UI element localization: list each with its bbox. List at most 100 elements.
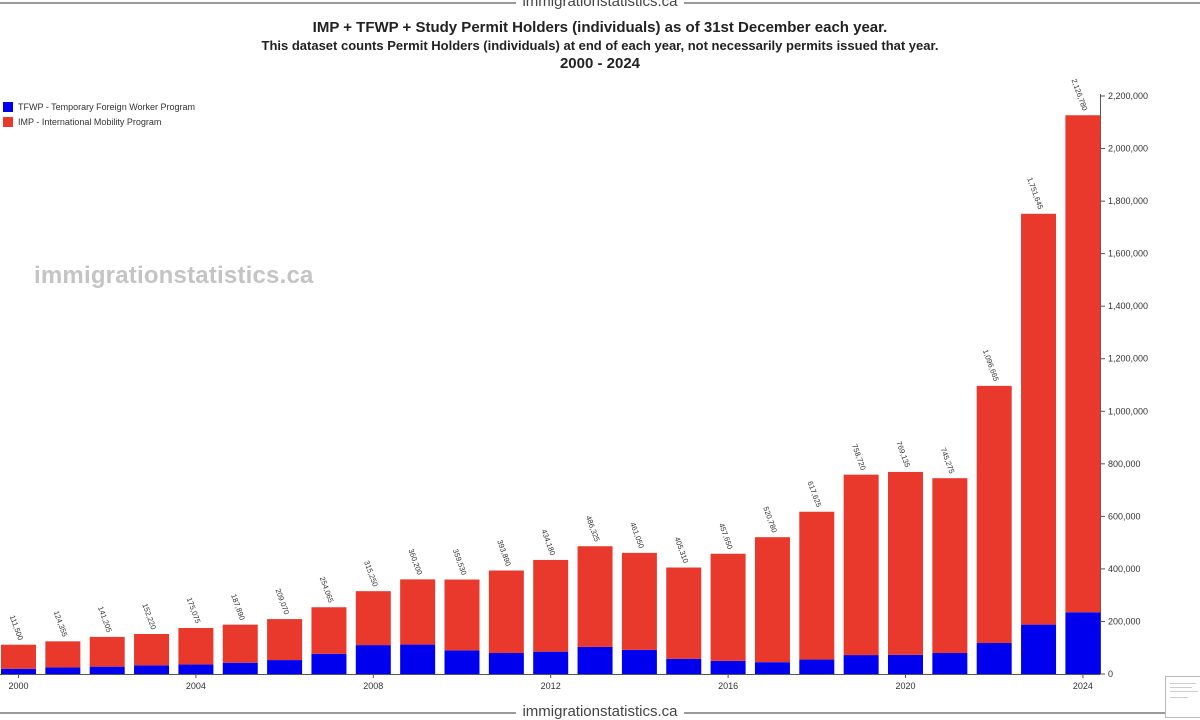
bar-imp [533, 559, 569, 652]
bar-imp [621, 552, 657, 650]
y-tick-label: 1,600,000 [1108, 249, 1148, 259]
bar-total-label: 209,070 [273, 587, 291, 616]
bar-total-label: 187,890 [229, 593, 247, 622]
bar-total-label: 457,650 [717, 522, 735, 551]
bar-total-label: 434,180 [540, 528, 558, 557]
y-tick-label: 2,000,000 [1108, 144, 1148, 154]
bar-imp [843, 474, 879, 656]
bar-imp [754, 537, 790, 663]
bar-imp [134, 634, 170, 666]
x-tick-label: 2020 [895, 681, 915, 691]
bar-tfwp [89, 666, 125, 674]
bar-tfwp [267, 660, 303, 674]
bar-tfwp [577, 646, 613, 674]
x-tick-label: 2004 [186, 681, 206, 691]
bar-imp [1021, 213, 1057, 625]
bar-tfwp [888, 654, 923, 674]
bar-tfwp [976, 642, 1012, 674]
bar-tfwp [178, 664, 214, 674]
legend-label-tfwp: TFWP - Temporary Foreign Worker Program [18, 101, 196, 112]
bar-imp [888, 471, 923, 655]
bar-tfwp [1021, 624, 1057, 674]
site-header: immigrationstatistics.ca [0, 0, 1200, 10]
bar-tfwp [843, 655, 879, 674]
bar-total-label: 2,126,780 [1070, 77, 1090, 111]
bar-imp [1065, 115, 1101, 613]
watermark: immigrationstatistics.ca [34, 262, 314, 289]
bar-tfwp [932, 652, 968, 674]
legend-item-imp: IMP - International Mobility Program [3, 114, 195, 129]
bar-imp [178, 628, 214, 665]
bar-tfwp [754, 662, 790, 674]
y-tick-label: 1,800,000 [1108, 196, 1148, 206]
bar-total-label: 360,200 [406, 547, 424, 576]
site-footer: immigrationstatistics.ca [0, 703, 1200, 720]
bar-imp [577, 546, 613, 647]
x-tick-label: 2000 [8, 681, 28, 691]
bar-total-label: 745,275 [939, 446, 957, 475]
bar-imp [799, 511, 835, 660]
bar-imp [89, 636, 125, 667]
y-tick-label: 1,000,000 [1108, 406, 1148, 416]
bar-tfwp [355, 645, 391, 674]
bar-tfwp [444, 650, 480, 674]
bar-total-label: 152,220 [140, 602, 158, 631]
bar-tfwp [311, 653, 347, 674]
bar-total-label: 617,625 [806, 480, 824, 509]
bar-imp [267, 619, 303, 661]
bar-total-label: 758,720 [850, 443, 868, 472]
y-tick-label: 2,200,000 [1108, 91, 1148, 101]
bar-tfwp [1, 668, 36, 674]
bar-tfwp [533, 651, 569, 674]
bar-imp [222, 624, 258, 663]
bar-total-label: 1,751,645 [1025, 176, 1045, 210]
bar-total-label: 1,096,665 [981, 348, 1001, 382]
y-tick-label: 200,000 [1108, 616, 1141, 626]
bar-imp [666, 567, 702, 659]
legend-label-imp: IMP - International Mobility Program [18, 116, 162, 127]
bar-total-label: 359,530 [451, 548, 469, 577]
bar-tfwp [400, 644, 436, 674]
bar-total-label: 393,890 [495, 539, 513, 568]
bar-tfwp [45, 667, 81, 674]
bar-imp [1, 644, 36, 669]
y-tick-label: 1,400,000 [1108, 301, 1148, 311]
chart-subtitle: This dataset counts Permit Holders (indi… [261, 38, 939, 53]
bar-total-label: 124,355 [52, 609, 70, 638]
chart-period: 2000 - 2024 [559, 55, 641, 72]
bar-imp [932, 478, 968, 653]
bar-imp [355, 591, 391, 646]
bar-total-label: 175,075 [185, 596, 203, 625]
legend-swatch-imp [3, 116, 13, 127]
bar-tfwp [799, 659, 835, 674]
y-tick-label: 400,000 [1108, 564, 1141, 574]
bar-total-label: 315,250 [362, 559, 380, 588]
legend-swatch-tfwp [3, 101, 13, 112]
bar-imp [488, 570, 524, 653]
y-tick-label: 1,200,000 [1108, 354, 1148, 364]
thumbnail-preview [1165, 676, 1200, 718]
bar-imp [311, 607, 347, 654]
chart-legend: TFWP - Temporary Foreign Worker Program … [3, 99, 195, 129]
bar-total-label: 254,065 [318, 575, 336, 604]
bar-total-label: 520,780 [761, 505, 779, 534]
bar-tfwp [621, 649, 657, 674]
y-tick-label: 800,000 [1108, 459, 1141, 469]
bar-tfwp [134, 665, 170, 674]
bar-total-label: 111,500 [8, 614, 25, 642]
bar-tfwp [222, 662, 258, 674]
bar-imp [444, 579, 480, 651]
bar-tfwp [1065, 612, 1101, 674]
legend-item-tfwp: TFWP - Temporary Foreign Worker Program [3, 99, 195, 114]
bar-imp [45, 641, 81, 668]
bar-tfwp [488, 652, 524, 674]
chart-titles: IMP + TFWP + Study Permit Holders (indiv… [0, 18, 1200, 73]
site-name-bottom: immigrationstatistics.ca [516, 703, 684, 720]
x-tick-label: 2008 [363, 681, 383, 691]
bar-total-label: 486,325 [584, 514, 602, 543]
bar-tfwp [710, 660, 746, 674]
bar-imp [976, 385, 1012, 643]
x-tick-label: 2016 [718, 681, 738, 691]
x-tick-label: 2024 [1073, 681, 1093, 691]
